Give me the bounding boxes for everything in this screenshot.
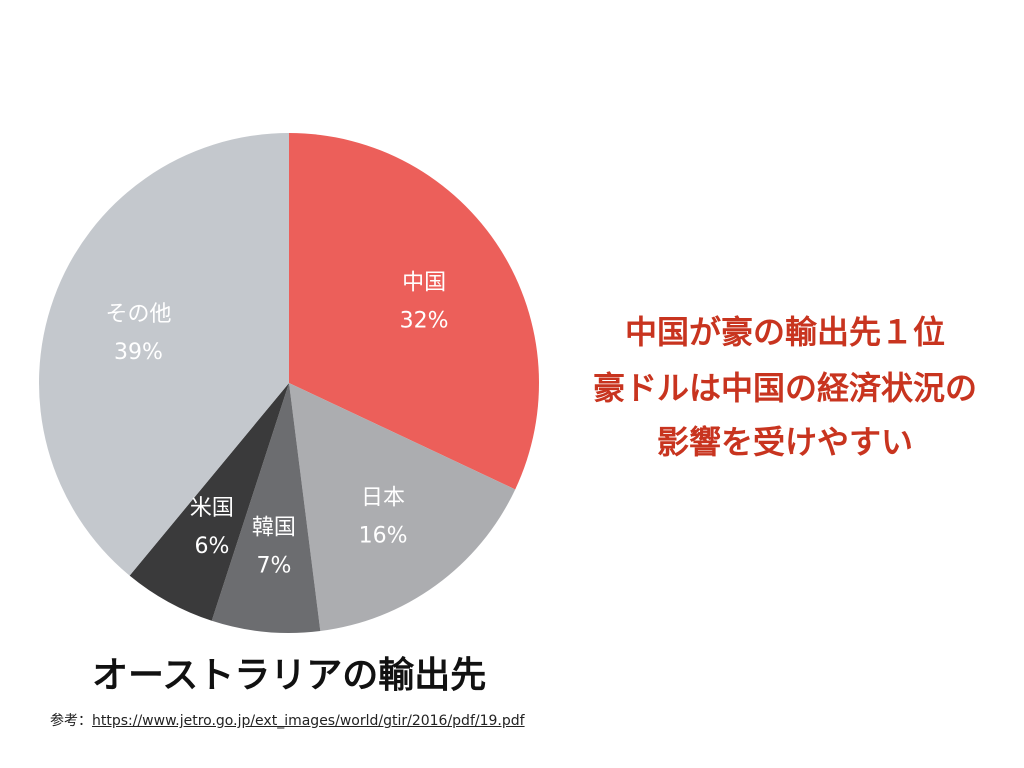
pie-slice-name-2: 韓国 <box>252 515 296 540</box>
source-prefix: 参考： <box>50 713 92 729</box>
pie-slice-3 <box>129 383 289 621</box>
pie-slice-value-2: 7% <box>256 553 291 578</box>
pie-slice-name-0: 中国 <box>402 270 446 295</box>
source-link[interactable]: https://www.jetro.go.jp/ext_images/world… <box>92 713 525 729</box>
pie-labels: 中国 32% 日本 16% 韓国 7% 米国 6% その他 39% <box>105 270 448 578</box>
pie-slice-name-4: その他 <box>105 302 171 327</box>
pie-slice-value-3: 6% <box>194 534 229 559</box>
chart-title: オーストラリアの輸出先 <box>92 655 487 696</box>
headline-line-2: 豪ドルは中国の経済状況の <box>592 369 977 407</box>
pie-slice-0 <box>289 133 540 490</box>
pie-slice-name-3: 米国 <box>190 496 234 521</box>
pie-slice-4 <box>39 133 290 576</box>
pie-slices <box>39 133 540 633</box>
pie-slice-name-1: 日本 <box>361 485 405 510</box>
pie-slice-value-0: 32% <box>400 308 449 333</box>
pie-slice-1 <box>289 383 516 632</box>
headline-line-3: 影響を受けやすい <box>656 423 913 461</box>
pie-slice-value-1: 16% <box>359 523 408 548</box>
source-note: 参考：https://www.jetro.go.jp/ext_images/wo… <box>50 710 525 730</box>
pie-slice-value-4: 39% <box>114 340 163 365</box>
headline-line-1: 中国が豪の輸出先１位 <box>624 313 945 351</box>
pie-slice-2 <box>211 383 321 633</box>
